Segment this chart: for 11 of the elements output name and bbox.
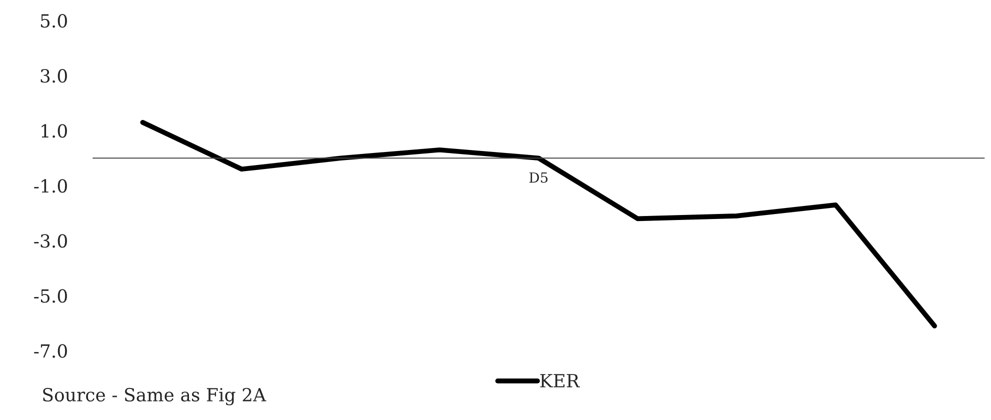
y-tick-label: -1.0 [34, 179, 67, 193]
y-tick-label: -7.0 [34, 344, 67, 358]
y-tick-label: -3.0 [34, 234, 67, 248]
y-tick-label: -5.0 [34, 289, 67, 303]
y-tick-label: 5.0 [40, 14, 67, 28]
legend-label: KER [540, 374, 580, 388]
y-tick-label: 1.0 [42, 124, 67, 138]
x-tick-label: D5 [529, 172, 548, 183]
y-tick-label: 3.0 [40, 69, 67, 83]
source-note: Source - Same as Fig 2A [43, 388, 266, 406]
line-series [140, 120, 937, 328]
